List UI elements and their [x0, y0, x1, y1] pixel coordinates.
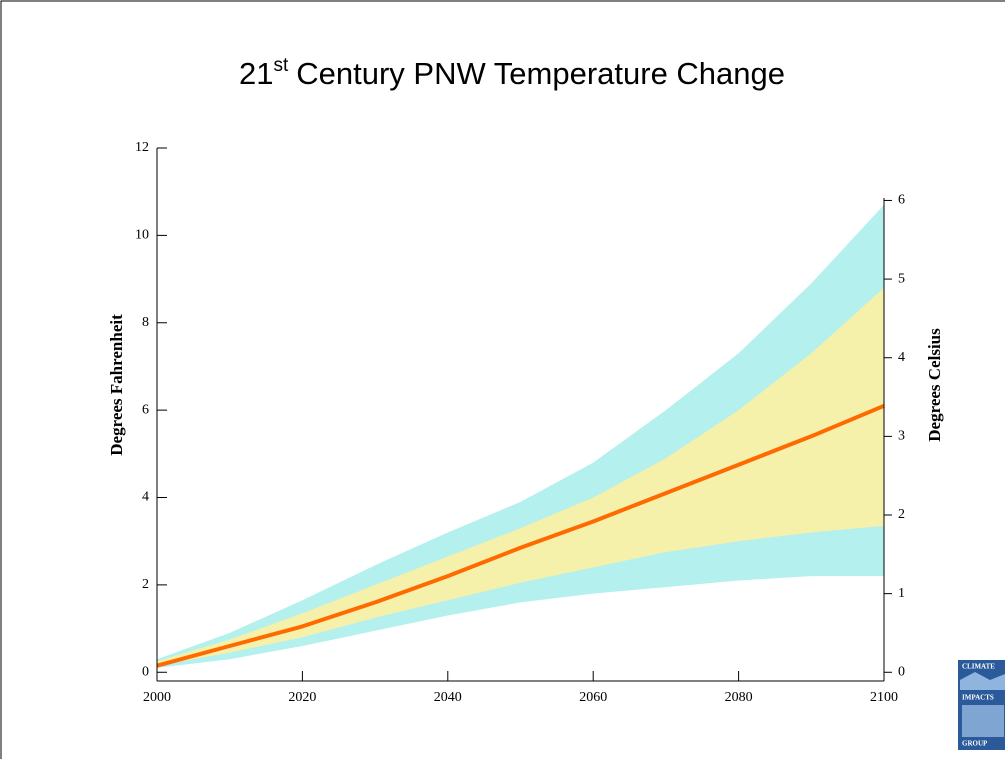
- y2-tick-label: 4: [898, 350, 905, 365]
- x-tick-label: 2020: [288, 690, 316, 705]
- y-tick-label: 4: [142, 490, 149, 505]
- y-tick-label: 6: [142, 402, 149, 417]
- x-tick-label: 2060: [579, 690, 607, 705]
- title-text: Century PNW Temperature Change: [296, 56, 785, 91]
- y2-tick-label: 2: [898, 507, 905, 522]
- y2-tick-label: 3: [898, 429, 905, 444]
- y-tick-label: 10: [135, 228, 149, 243]
- y2-tick-label: 5: [898, 271, 905, 286]
- y2-axis-label: Degrees Celsius: [925, 328, 944, 442]
- logo: CLIMATE IMPACTS GROUP: [958, 660, 1005, 750]
- y-tick-label: 0: [142, 664, 149, 679]
- x-tick-label: 2000: [143, 690, 171, 705]
- x-tick-label: 2040: [434, 690, 462, 705]
- x-tick-label: 2080: [725, 690, 753, 705]
- y-tick-label: 2: [142, 577, 149, 592]
- y2-tick-label: 6: [898, 193, 905, 208]
- y2-tick-label: 0: [898, 664, 905, 679]
- y-tick-label: 8: [142, 315, 149, 330]
- chart-title: 21st Century PNW Temperature Change: [239, 55, 785, 91]
- logo-image: [962, 705, 1004, 737]
- logo-mountains: [960, 672, 1005, 690]
- logo-text: CLIMATE: [962, 663, 995, 671]
- y-axis-label: Degrees Fahrenheit: [107, 314, 126, 456]
- x-tick-label: 2100: [870, 690, 898, 705]
- range-band: [157, 204, 884, 668]
- title-suffix: st: [273, 55, 289, 76]
- y-tick-label: 12: [135, 140, 149, 155]
- range-band: [157, 287, 884, 666]
- title-number: 21: [239, 56, 273, 91]
- y2-tick-label: 1: [898, 586, 905, 601]
- logo-text: GROUP: [962, 740, 988, 748]
- mean-line: [156, 403, 885, 668]
- logo-text: IMPACTS: [962, 694, 994, 702]
